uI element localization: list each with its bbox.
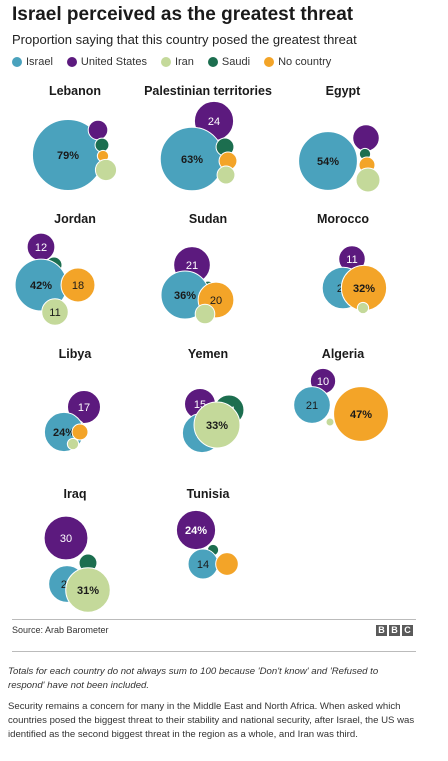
bubble bbox=[87, 119, 109, 141]
country-title: Jordan bbox=[54, 212, 96, 226]
bubble bbox=[193, 401, 241, 449]
country-bubble-group: 54% bbox=[298, 124, 381, 193]
bbc-logo: B B C bbox=[374, 625, 413, 636]
bubble-label: 30 bbox=[60, 533, 72, 545]
country-title: Algeria bbox=[322, 347, 365, 361]
footnote: Totals for each country do not always su… bbox=[8, 666, 379, 691]
chart-subtitle: Proportion saying that this country pose… bbox=[12, 32, 357, 47]
bubble-label: 79% bbox=[57, 150, 79, 162]
bubble-label: 21 bbox=[306, 400, 318, 412]
bubble bbox=[41, 298, 69, 326]
bubble bbox=[216, 165, 236, 185]
bubble bbox=[333, 386, 389, 442]
bubble-label: 31% bbox=[77, 585, 99, 597]
divider-top bbox=[12, 619, 416, 620]
legend-label: Iran bbox=[174, 56, 194, 68]
country-title: Morocco bbox=[317, 212, 369, 226]
country-title: Sudan bbox=[189, 212, 227, 226]
country-bubble-group: 10 21 47% bbox=[293, 367, 389, 442]
legend-swatch bbox=[207, 57, 218, 67]
country-bubble-group: 24% 14 bbox=[175, 509, 239, 580]
bubble-label: 17 bbox=[78, 402, 90, 414]
summary-text: Security remains a concern for many in t… bbox=[8, 701, 415, 740]
divider-bottom bbox=[12, 651, 416, 652]
bubble bbox=[66, 437, 80, 451]
bubble-label: 36% bbox=[174, 290, 196, 302]
bubble bbox=[293, 386, 331, 424]
legend-item: No country bbox=[264, 56, 331, 68]
legend-item: Saudi bbox=[207, 56, 251, 68]
legend-label: No country bbox=[278, 56, 332, 68]
legend-label: Saudi bbox=[221, 56, 251, 68]
country-bubble-group: 17 24% bbox=[43, 390, 101, 453]
country-title: Egypt bbox=[326, 84, 362, 98]
bbc-logo-letter: B bbox=[376, 625, 387, 636]
bbc-logo-letter: C bbox=[402, 625, 413, 636]
bubble-label: 14 bbox=[197, 559, 209, 571]
bubble-label: 63% bbox=[181, 154, 203, 166]
country-title: Lebanon bbox=[49, 84, 101, 98]
bbc-logo-letter: B bbox=[389, 625, 400, 636]
bubble bbox=[175, 509, 217, 551]
bubble-label: 33% bbox=[206, 420, 228, 432]
bubble-label: 42% bbox=[30, 280, 52, 292]
bubble-label: 11 bbox=[346, 254, 357, 266]
bubble-label: 12 bbox=[35, 242, 47, 254]
bubble bbox=[325, 417, 335, 427]
source-text: Source: Arab Barometer bbox=[12, 625, 109, 635]
country-title: Palestinian territories bbox=[144, 84, 272, 98]
bubble-label: 18 bbox=[72, 280, 84, 292]
bubble-label: 24% bbox=[53, 427, 75, 439]
bubble-label: 11 bbox=[49, 307, 60, 319]
legend-swatch bbox=[160, 57, 171, 67]
legend-item: United States bbox=[66, 56, 147, 68]
bubble-chart-grid: Lebanon 79% Palestinian territories 24 63% Eg… bbox=[14, 84, 389, 613]
bubble-label: 32% bbox=[353, 283, 375, 295]
legend-swatch bbox=[12, 57, 22, 67]
legend-swatch bbox=[66, 57, 77, 67]
bubble-label: 10 bbox=[317, 376, 329, 388]
country-title: Iraq bbox=[64, 487, 87, 501]
bubble bbox=[194, 303, 216, 325]
chart-title: Israel perceived as the greatest threat bbox=[12, 4, 354, 25]
bubble-label: 24 bbox=[208, 116, 220, 128]
country-bubble-group: 79% bbox=[31, 118, 118, 192]
bubble bbox=[65, 567, 111, 613]
bubble-label: 24% bbox=[185, 525, 207, 537]
legend: Israel United States Iran Saudi No country bbox=[12, 54, 345, 70]
legend-item: Iran bbox=[160, 56, 194, 68]
country-bubble-group: 112732% bbox=[321, 245, 388, 315]
bubble bbox=[356, 301, 370, 315]
bubble bbox=[94, 137, 110, 153]
bubble bbox=[60, 267, 96, 303]
bubble-label: 54% bbox=[317, 156, 339, 168]
legend-label: Israel bbox=[26, 56, 53, 68]
legend-label: United States bbox=[80, 56, 147, 68]
bubble bbox=[352, 124, 380, 152]
legend-item: Israel bbox=[12, 56, 53, 68]
bubble bbox=[298, 131, 358, 191]
bubble bbox=[67, 390, 101, 424]
bubble bbox=[43, 515, 89, 561]
country-bubble-group: 21 36% 20 bbox=[160, 246, 235, 325]
country-title: Yemen bbox=[188, 347, 228, 361]
legend-swatch bbox=[264, 57, 275, 67]
bubble bbox=[355, 167, 381, 193]
bubble-label: 47% bbox=[350, 409, 372, 421]
country-bubble-group: 15142433% bbox=[181, 388, 245, 454]
country-bubble-group: 302131% bbox=[43, 515, 111, 613]
bubble-label: 20 bbox=[210, 295, 222, 307]
country-bubble-group: 12 42% 18 11 bbox=[14, 232, 96, 326]
bubble bbox=[71, 423, 89, 441]
bubble bbox=[94, 158, 118, 182]
bubble-label: 21 bbox=[186, 260, 198, 272]
country-title: Tunisia bbox=[187, 487, 231, 501]
country-title: Libya bbox=[59, 347, 93, 361]
bubble bbox=[215, 552, 239, 576]
country-bubble-group: 24 63% bbox=[159, 100, 238, 192]
